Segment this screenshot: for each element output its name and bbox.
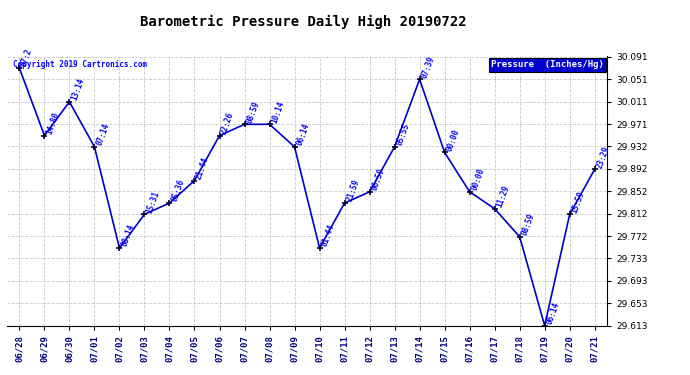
Text: 23:29: 23:29 xyxy=(595,144,611,170)
Text: 21:44: 21:44 xyxy=(195,156,211,181)
Text: 05:36: 05:36 xyxy=(170,178,186,203)
Text: 07:39: 07:39 xyxy=(420,54,436,80)
Text: 01:44: 01:44 xyxy=(319,223,336,248)
Text: Pressure  (Inches/Hg): Pressure (Inches/Hg) xyxy=(491,60,604,69)
Text: 21:59: 21:59 xyxy=(344,178,361,203)
Text: 07:2: 07:2 xyxy=(19,48,34,68)
Text: 13:14: 13:14 xyxy=(70,77,86,102)
Text: 08:59: 08:59 xyxy=(520,212,536,237)
Text: 11:29: 11:29 xyxy=(495,184,511,209)
Text: 08:59: 08:59 xyxy=(244,99,261,124)
Text: 15:31: 15:31 xyxy=(144,189,161,214)
Text: 10:14: 10:14 xyxy=(270,99,286,124)
Text: Copyright 2019 Cartronics.com: Copyright 2019 Cartronics.com xyxy=(13,60,147,69)
Text: 06:14: 06:14 xyxy=(544,301,561,326)
Text: 06:14: 06:14 xyxy=(295,122,311,147)
Text: 14:80: 14:80 xyxy=(44,111,61,136)
Text: Barometric Pressure Daily High 20190722: Barometric Pressure Daily High 20190722 xyxy=(140,15,467,29)
Text: 22:26: 22:26 xyxy=(219,111,236,136)
Text: 00:00: 00:00 xyxy=(470,167,486,192)
Text: 05:55: 05:55 xyxy=(395,122,411,147)
Text: 00:00: 00:00 xyxy=(444,128,461,152)
Text: 08:14: 08:14 xyxy=(119,223,136,248)
Text: 06:59: 06:59 xyxy=(370,167,386,192)
Text: 15:59: 15:59 xyxy=(570,189,586,214)
Text: 07:14: 07:14 xyxy=(95,122,111,147)
